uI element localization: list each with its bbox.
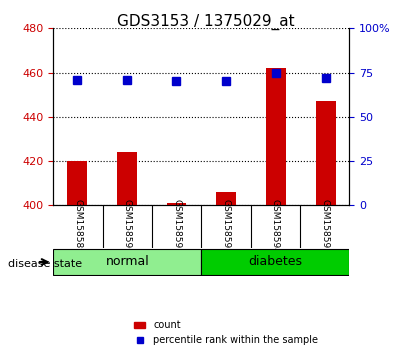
Text: normal: normal (106, 256, 149, 268)
Text: GSM158593: GSM158593 (222, 199, 231, 254)
Text: GSM158589: GSM158589 (74, 199, 83, 254)
Text: GSM158590: GSM158590 (123, 199, 132, 254)
Legend: count, percentile rank within the sample: count, percentile rank within the sample (130, 316, 322, 349)
Bar (117, 152, 136, 205)
Text: GSM158595: GSM158595 (320, 199, 329, 254)
FancyBboxPatch shape (53, 249, 201, 275)
Bar (316, 101, 336, 205)
Text: GSM158591: GSM158591 (172, 199, 181, 254)
Bar (166, 203, 187, 205)
Bar (216, 192, 236, 205)
Text: diabetes: diabetes (248, 256, 302, 268)
Bar (266, 68, 286, 205)
Text: disease state: disease state (8, 259, 82, 269)
Text: GSM158594: GSM158594 (271, 199, 280, 254)
FancyBboxPatch shape (201, 249, 349, 275)
Text: GDS3153 / 1375029_at: GDS3153 / 1375029_at (117, 14, 294, 30)
Bar (67, 161, 87, 205)
